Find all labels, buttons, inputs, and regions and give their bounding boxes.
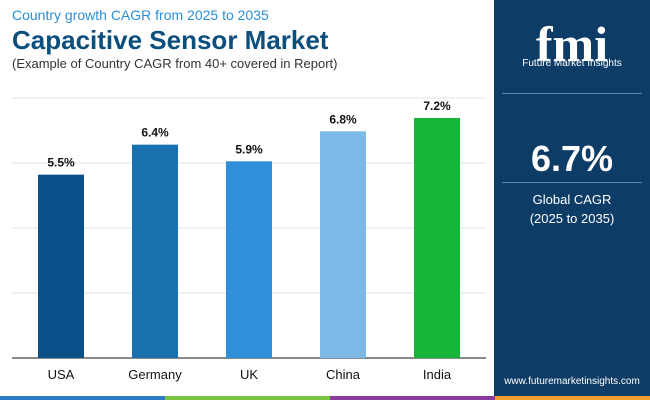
- global-cagr-value: 6.7%: [530, 138, 614, 179]
- chart-caption: (Example of Country CAGR from 40+ covere…: [12, 56, 338, 71]
- website-link[interactable]: www.futuremarketinsights.com: [504, 376, 640, 387]
- bar-china: [320, 131, 366, 358]
- x-tick-label: USA: [48, 367, 75, 382]
- bar-uk: [226, 161, 272, 358]
- logo-subtitle: Future Market Insights: [522, 58, 622, 69]
- data-label: 6.8%: [329, 112, 357, 126]
- data-label: 5.9%: [235, 142, 263, 156]
- fmi-logo: fmi: [536, 16, 608, 72]
- divider: [502, 93, 642, 94]
- bar-india: [414, 118, 460, 358]
- footer-segment: [0, 396, 165, 400]
- logo-text: fmi: [536, 16, 608, 72]
- x-tick-label: Germany: [128, 367, 182, 382]
- header: Country growth CAGR from 2025 to 2035 Ca…: [12, 6, 482, 72]
- x-tick-label: India: [423, 367, 452, 382]
- bar-chart: 5.5% USA 6.4% Germany 5.9% UK 6.8% China 7.2% Ind…: [12, 97, 486, 382]
- summary-panel: fmi Future Market Insights 6.7% Global C…: [494, 0, 650, 400]
- bar-germany: [132, 144, 178, 358]
- data-label: 7.2%: [423, 99, 451, 113]
- footer-color-bar: [0, 396, 650, 400]
- footer-segment: [495, 396, 650, 400]
- x-tick-label: UK: [240, 367, 258, 382]
- global-cagr-title: Global CAGR: [532, 192, 612, 207]
- x-tick-label: China: [326, 367, 361, 382]
- global-cagr-label: Global CAGR (2025 to 2035): [494, 190, 650, 228]
- chart-title: Capacitive Sensor Market: [12, 25, 329, 55]
- global-cagr-period: (2025 to 2035): [529, 211, 615, 226]
- bar-usa: [38, 174, 84, 358]
- data-label: 6.4%: [141, 126, 169, 140]
- data-label: 5.5%: [47, 156, 75, 170]
- footer-segment: [165, 396, 330, 400]
- divider: [502, 182, 642, 183]
- chart-subtitle: Country growth CAGR from 2025 to 2035: [12, 7, 269, 23]
- footer-segment: [330, 396, 495, 400]
